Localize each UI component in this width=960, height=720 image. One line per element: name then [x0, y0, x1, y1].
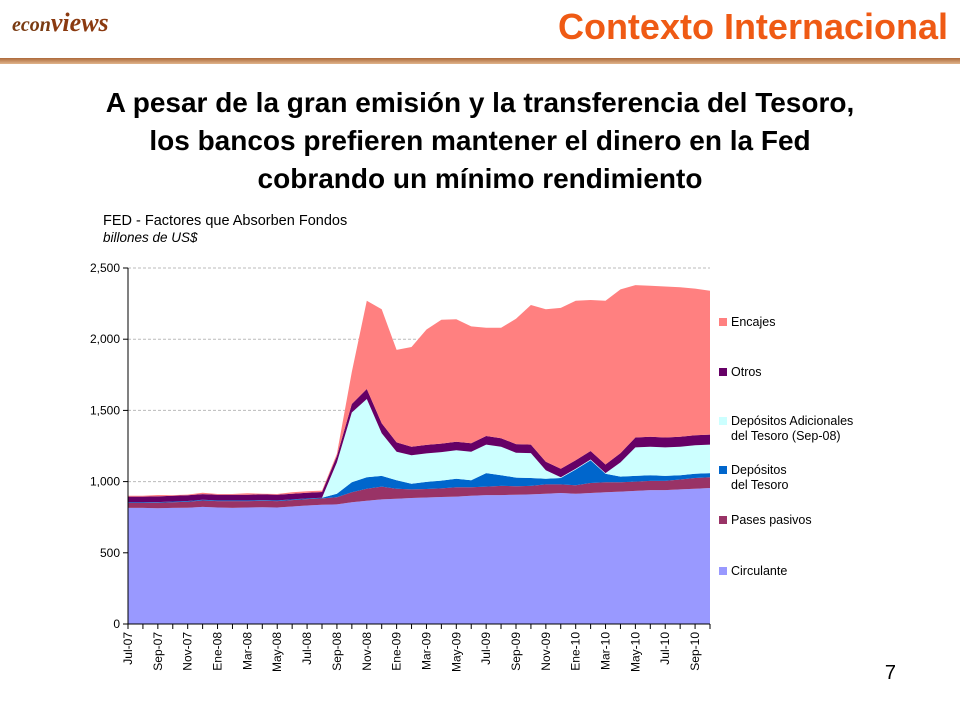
axes: 0 500 1,000 1,500 2,000 2,500 Jul-07 Sep-07 Nov-…: [90, 261, 711, 672]
econviews-logo: econviews: [12, 8, 109, 37]
header-divider: [0, 58, 960, 64]
legend-swatch: [719, 516, 727, 524]
x-tick-label: Sep-07: [151, 632, 165, 671]
area-series-0: [128, 488, 710, 624]
y-tick-label: 2,500: [90, 261, 120, 275]
y-tick-label: 1,500: [90, 403, 120, 417]
x-tick-label: Sep-10: [688, 632, 702, 671]
legend-swatch: [719, 368, 727, 376]
x-tick-label: May-08: [270, 632, 284, 672]
x-tick-label: May-10: [628, 632, 642, 672]
x-tick-label: May-09: [449, 632, 463, 672]
x-tick-label: Nov-09: [539, 632, 553, 671]
headline-line-1: A pesar de la gran emisión y la transfer…: [105, 87, 855, 118]
x-tick-label: Nov-07: [181, 632, 195, 671]
y-tick-label: 0: [113, 617, 120, 631]
chart-subtitle: billones de US$: [103, 230, 198, 245]
area-series-4: [128, 389, 710, 503]
x-tick-label: Ene-08: [211, 632, 225, 671]
y-tick-label: 1,000: [90, 475, 120, 489]
area-series-1: [128, 477, 710, 509]
y-tick-label: 500: [100, 546, 120, 560]
x-tick-label: Jul-07: [121, 632, 135, 665]
headline-line-2: los bancos prefieren mantener el dinero …: [149, 125, 811, 156]
x-tick-label: Sep-08: [330, 632, 344, 671]
x-tick-label: Mar-08: [240, 632, 254, 670]
x-tick-label: Ene-09: [390, 632, 404, 671]
area-series-5: [128, 285, 710, 497]
x-tick-label: Mar-09: [420, 632, 434, 670]
legend-swatch: [719, 417, 727, 425]
legend-label: Depósitos Adicionales del Tesoro (Sep-08): [731, 414, 853, 443]
area-series-group: [128, 285, 710, 624]
legend-label: Pases pasivos: [731, 513, 812, 527]
x-tick-label: Ene-10: [569, 632, 583, 671]
y-tick-label: 2,000: [90, 332, 120, 346]
legend: Encajes Otros Depósitos Adicionales del Tes…: [719, 315, 853, 578]
chart-title: FED - Factores que Absorben Fondos: [103, 213, 348, 229]
x-tick-label: Jul-08: [300, 632, 314, 665]
legend-label: Depósitos del Tesoro: [731, 463, 788, 492]
x-tick-label: Nov-08: [360, 632, 374, 671]
area-series-3: [128, 399, 710, 503]
headline-line-3: cobrando un mínimo rendimiento: [257, 163, 703, 194]
x-tick-label: Jul-10: [658, 632, 672, 665]
x-tick-label: Mar-10: [599, 632, 613, 670]
area-series-2: [128, 460, 710, 503]
legend-label: Encajes: [731, 315, 775, 329]
legend-label: Circulante: [731, 564, 787, 578]
section-title: Contexto Internacional: [557, 6, 948, 47]
slide-headline: A pesar de la gran emisión y la transfer…: [10, 84, 950, 198]
legend-swatch: [719, 466, 727, 474]
legend-swatch: [719, 567, 727, 575]
slide-number: 7: [884, 662, 896, 684]
legend-swatch: [719, 318, 727, 326]
x-tick-label: Sep-09: [509, 632, 523, 671]
legend-label: Otros: [731, 365, 762, 379]
x-tick-label: Jul-09: [479, 632, 493, 665]
